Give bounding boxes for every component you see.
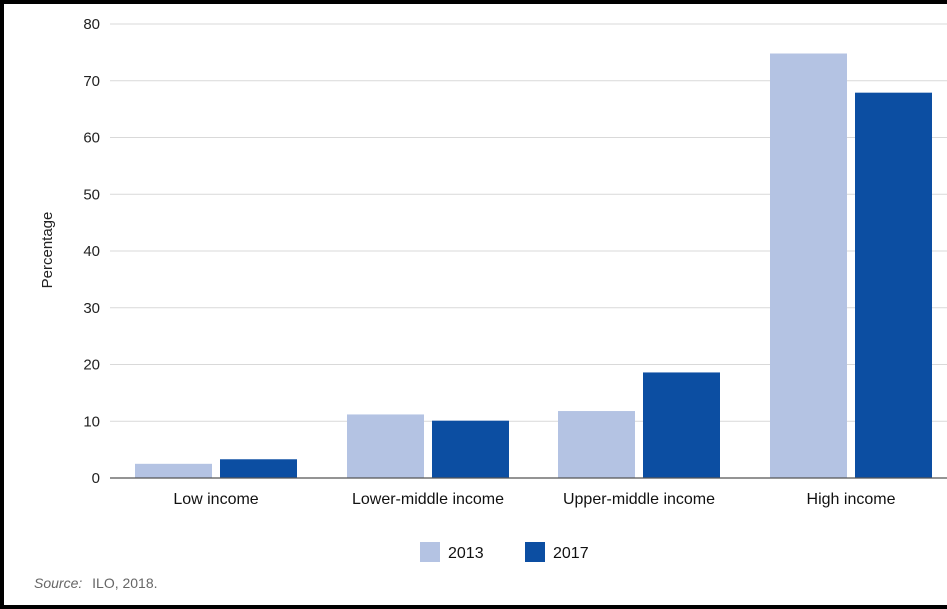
bar-2013-1 (347, 414, 424, 478)
bar-2013-0 (135, 463, 212, 478)
y-tick-label: 80 (83, 16, 100, 33)
source-text: ILO, 2018. (92, 575, 157, 591)
x-category-label: High income (807, 491, 896, 508)
y-tick-label: 0 (92, 470, 100, 487)
y-tick-label: 20 (83, 357, 100, 374)
bar-2013-3 (770, 53, 847, 478)
y-tick-label: 30 (83, 300, 100, 317)
legend: 2013 2017 (420, 542, 589, 562)
x-category-label: Lower-middle income (352, 491, 504, 508)
legend-label: 2017 (553, 545, 589, 562)
y-tick-label: 40 (83, 243, 100, 260)
legend-swatch-2017 (525, 542, 545, 562)
legend-label: 2013 (448, 545, 484, 562)
x-category-label: Low income (173, 491, 258, 508)
gridlines (110, 23, 947, 422)
bar-2017-0 (220, 459, 297, 478)
bars (135, 53, 932, 478)
y-tick-label: 10 (83, 413, 100, 430)
y-tick-label: 70 (83, 73, 100, 90)
x-category-label: Upper-middle income (563, 491, 715, 508)
y-tick-label: 50 (83, 186, 100, 203)
source-label: Source: (34, 575, 82, 591)
source-note: Source: ILO, 2018. (34, 575, 158, 591)
y-axis-label: Percentage (39, 212, 56, 289)
legend-swatch-2013 (420, 542, 440, 562)
bar-2017-2 (643, 372, 720, 478)
bar-2017-1 (432, 420, 509, 478)
bar-2017-3 (855, 92, 932, 478)
y-tick-label: 60 (83, 130, 100, 147)
category-labels: Low income Lower-middle income Upper-middl… (173, 491, 895, 508)
y-axis-ticks: 0 10 20 30 40 50 60 70 80 (83, 16, 100, 487)
bar-2013-2 (558, 411, 635, 478)
